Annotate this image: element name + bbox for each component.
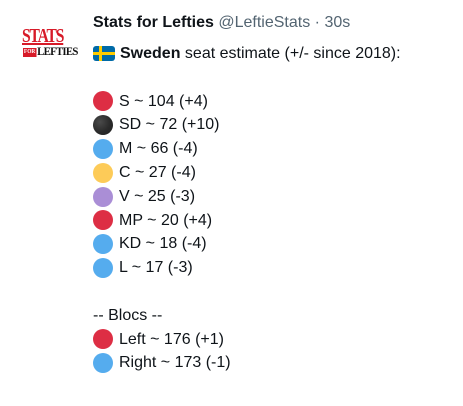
red-circle-icon	[93, 91, 113, 112]
party-label: KD ~ 18 (-4)	[119, 235, 207, 253]
party-label: L ~ 17 (-3)	[119, 259, 193, 277]
timestamp[interactable]: 30s	[324, 14, 351, 31]
heading-line: Sweden seat estimate (+/- since 2018):	[93, 42, 401, 66]
avatar-logo-lefties: FOR LEFTIES	[23, 44, 78, 58]
tweet-header: Stats for Lefties @LeftieStats · 30s	[93, 12, 350, 34]
blue-circle-icon	[93, 258, 113, 279]
tweet-text: Sweden seat estimate (+/- since 2018): S…	[93, 42, 401, 375]
blocs-heading: -- Blocs --	[93, 306, 163, 324]
blue-circle-icon	[93, 234, 113, 255]
purple-circle-icon	[93, 186, 113, 207]
party-item: C ~ 27 (-4)	[93, 161, 401, 185]
red-circle-icon	[93, 329, 113, 350]
party-label: S ~ 104 (+4)	[119, 92, 208, 110]
party-item: KD ~ 18 (-4)	[93, 232, 401, 256]
bloc-label: Left ~ 176 (+1)	[119, 330, 224, 348]
user-handle[interactable]: @LeftieStats	[218, 14, 311, 31]
blue-circle-icon	[93, 353, 113, 374]
avatar[interactable]: STATS FOR LEFTIES	[22, 25, 78, 60]
sweden-flag-icon	[93, 46, 115, 62]
display-name[interactable]: Stats for Lefties	[93, 14, 214, 31]
black-circle-icon	[93, 115, 113, 136]
party-item: S ~ 104 (+4)	[93, 90, 401, 114]
party-list: S ~ 104 (+4) SD ~ 72 (+10) M ~ 66 (-4) C ~ …	[93, 90, 401, 280]
yellow-circle-icon	[93, 162, 113, 183]
red-circle-icon	[93, 210, 113, 231]
separator-dot: ·	[314, 14, 320, 31]
party-item: L ~ 17 (-3)	[93, 256, 401, 280]
party-item: M ~ 66 (-4)	[93, 137, 401, 161]
party-label: C ~ 27 (-4)	[119, 163, 196, 181]
party-item: SD ~ 72 (+10)	[93, 113, 401, 137]
party-item: MP ~ 20 (+4)	[93, 209, 401, 233]
party-label: MP ~ 20 (+4)	[119, 211, 213, 229]
heading-text: seat estimate (+/- since 2018):	[180, 45, 401, 62]
blue-circle-icon	[93, 139, 113, 160]
bloc-label: Right ~ 173 (-1)	[119, 354, 231, 372]
country-name: Sweden	[120, 45, 181, 62]
party-label: V ~ 25 (-3)	[119, 187, 196, 205]
bloc-item: Right ~ 173 (-1)	[93, 351, 401, 375]
party-label: SD ~ 72 (+10)	[119, 116, 220, 134]
bloc-item: Left ~ 176 (+1)	[93, 328, 401, 352]
party-item: V ~ 25 (-3)	[93, 185, 401, 209]
party-label: M ~ 66 (-4)	[119, 140, 198, 158]
bloc-list: Left ~ 176 (+1) Right ~ 173 (-1)	[93, 328, 401, 376]
avatar-logo-stats: STATS	[22, 25, 64, 47]
